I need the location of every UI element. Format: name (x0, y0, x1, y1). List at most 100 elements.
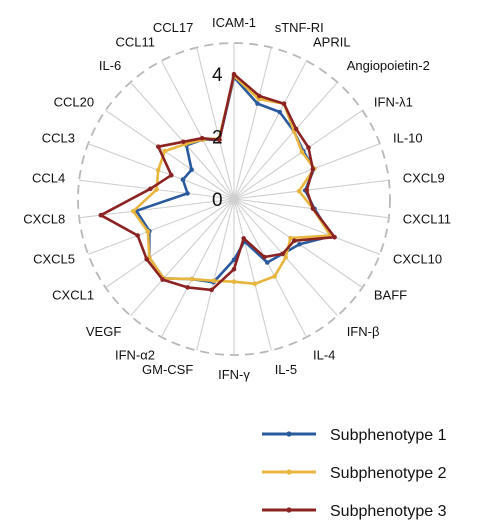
series-line (99, 72, 336, 292)
axis-label: CXCL5 (33, 251, 75, 266)
radar-grid (77, 42, 391, 356)
data-point (280, 251, 285, 257)
spoke-line (233, 198, 381, 255)
axis-label: CCL20 (54, 94, 94, 109)
axis-label: CXCL10 (393, 251, 442, 266)
data-point (211, 278, 217, 284)
axis-label: GM-CSF (142, 362, 193, 377)
data-point (131, 208, 136, 214)
spoke-line (161, 60, 235, 200)
data-point (297, 241, 302, 247)
axis-label: IFN-γ (218, 367, 250, 382)
data-point (272, 274, 277, 279)
axis-label: IFN-β (347, 324, 380, 339)
data-point (135, 233, 140, 238)
data-point (181, 139, 186, 145)
legend: Subphenotype 1 Subphenotype 2 Subphenotype… (262, 427, 447, 520)
data-point (277, 109, 283, 115)
data-point (292, 238, 297, 243)
data-point (257, 93, 262, 99)
data-point (231, 71, 237, 77)
axis-label: BAFF (374, 288, 407, 303)
spoke-line (105, 109, 235, 200)
data-point (332, 234, 337, 240)
data-point (189, 276, 195, 282)
axis-label: CXCL11 (403, 212, 451, 227)
data-point (155, 167, 161, 173)
spoke-line (87, 143, 235, 200)
data-point (180, 177, 186, 182)
axis-label: VEGF (86, 324, 121, 339)
spoke-line (196, 47, 235, 200)
data-point (265, 260, 270, 265)
radial-tick-label: 2 (212, 128, 223, 149)
legend-label: Subphenotype 3 (330, 503, 447, 520)
data-point (231, 257, 237, 263)
data-point (185, 191, 190, 196)
axis-label: IFN-λ1 (374, 94, 413, 109)
data-point (154, 187, 159, 192)
data-point (299, 149, 305, 155)
spoke-line (233, 81, 338, 200)
radial-tick-label: 4 (212, 65, 223, 86)
spoke-line (196, 198, 235, 351)
spoke-line (87, 198, 235, 255)
data-point (310, 206, 316, 211)
legend-label: Subphenotype 2 (330, 465, 447, 482)
data-point (144, 257, 149, 262)
data-point (306, 145, 311, 150)
spoke-line (161, 198, 235, 338)
spoke-line (233, 198, 307, 338)
data-point (304, 187, 310, 193)
data-point (162, 148, 167, 154)
axis-label: IL-5 (275, 362, 297, 377)
axis-label: IL-6 (99, 58, 121, 73)
data-point (281, 101, 287, 106)
axis-label: CCL17 (153, 20, 193, 35)
data-point (199, 135, 205, 141)
spoke-line (233, 60, 307, 200)
spoke-line (233, 143, 381, 200)
data-point (241, 236, 246, 241)
axis-label: IL-4 (313, 348, 335, 363)
data-point (231, 266, 237, 272)
axis-label: CCL4 (32, 171, 65, 186)
radial-ticks: 0 2 4 (212, 65, 223, 211)
data-point (283, 255, 289, 260)
data-point (145, 229, 151, 234)
axis-label: CXCL1 (52, 288, 94, 303)
spoke-line (233, 47, 272, 200)
data-point (231, 279, 237, 285)
data-point (185, 285, 190, 290)
axis-label: CXCL9 (403, 171, 445, 186)
legend-marker (286, 469, 292, 475)
data-point (288, 235, 293, 241)
spoke-line (233, 109, 363, 200)
spoke-line (233, 179, 389, 200)
data-point (98, 212, 104, 218)
data-point (209, 287, 214, 293)
spoke-line (233, 198, 272, 351)
data-point (293, 126, 299, 132)
spoke-line (79, 198, 235, 219)
axis-label: Angiopoietin-2 (347, 58, 430, 73)
series-3 (98, 71, 337, 293)
data-point (255, 101, 260, 106)
data-point (148, 186, 153, 192)
axis-label: ICAM-1 (212, 15, 256, 30)
data-point (169, 172, 174, 178)
legend-label: Subphenotype 1 (330, 427, 447, 444)
axis-label: IFN-α2 (115, 348, 155, 363)
axis-label: CXCL8 (23, 212, 65, 227)
radial-tick-label: 0 (212, 190, 223, 211)
axis-label: IL-10 (393, 131, 423, 146)
legend-marker (286, 507, 292, 513)
data-point (160, 277, 165, 282)
spoke-line (130, 198, 235, 317)
data-point (189, 167, 194, 173)
data-point (310, 166, 316, 172)
axis-label: sTNF-RI (275, 20, 324, 35)
spoke-line (105, 198, 235, 289)
series-2 (131, 73, 333, 287)
